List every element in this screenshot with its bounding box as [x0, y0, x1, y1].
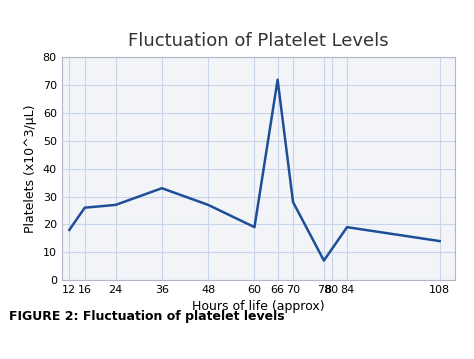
Text: FIGURE 2: Fluctuation of platelet levels: FIGURE 2: Fluctuation of platelet levels — [9, 311, 285, 323]
Title: Fluctuation of Platelet Levels: Fluctuation of Platelet Levels — [128, 32, 389, 50]
Y-axis label: Platelets (x10^3/μL): Platelets (x10^3/μL) — [24, 104, 37, 233]
X-axis label: Hours of life (approx): Hours of life (approx) — [192, 300, 325, 313]
